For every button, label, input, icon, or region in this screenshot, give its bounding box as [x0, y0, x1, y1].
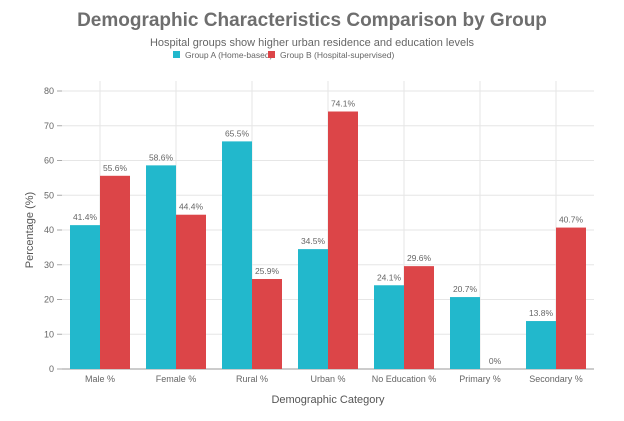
data-label: 65.5%: [225, 128, 250, 138]
chart-subtitle: Hospital groups show higher urban reside…: [150, 37, 475, 49]
bar-group-a: [298, 249, 328, 369]
x-tick-label: Female %: [156, 374, 197, 384]
bar-group-a: [526, 321, 556, 369]
y-tick-label: 80: [44, 86, 54, 96]
bar-group-a: [70, 225, 100, 369]
legend-swatch-group-a: [173, 51, 180, 58]
data-label: 24.1%: [377, 272, 402, 282]
y-tick-label: 30: [44, 260, 54, 270]
data-label: 58.6%: [149, 152, 174, 162]
x-tick-label: No Education %: [372, 374, 437, 384]
x-tick-label: Primary %: [459, 374, 501, 384]
y-tick-label: 60: [44, 156, 54, 166]
data-label: 20.7%: [453, 284, 478, 294]
data-label: 25.9%: [255, 266, 280, 276]
y-tick-label: 0: [49, 364, 54, 374]
x-tick-label: Secondary %: [529, 374, 583, 384]
y-tick-label: 50: [44, 190, 54, 200]
bar-group-a: [222, 141, 252, 369]
y-axis-title: Percentage (%): [24, 192, 36, 268]
legend-label-group-a: Group A (Home-based): [185, 50, 273, 60]
bar-group-b: [556, 227, 586, 369]
x-tick-label: Urban %: [310, 374, 345, 384]
chart-title: Demographic Characteristics Comparison b…: [77, 10, 547, 31]
bar-group-a: [450, 297, 480, 369]
bar-group-b: [252, 278, 282, 369]
bar-group-b: [176, 214, 206, 369]
x-axis-title: Demographic Category: [271, 394, 385, 406]
y-tick-label: 20: [44, 295, 54, 305]
legend-label-group-b: Group B (Hospital-supervised): [280, 50, 394, 60]
x-tick-label: Rural %: [236, 374, 268, 384]
data-label: 0%: [489, 356, 502, 366]
legend: Group A (Home-based) Group B (Hospital-s…: [173, 50, 394, 60]
data-label: 13.8%: [529, 308, 554, 318]
y-tick-label: 40: [44, 225, 54, 235]
x-tick-label: Male %: [85, 374, 115, 384]
legend-swatch-group-b: [268, 51, 275, 58]
bar-group-b: [328, 111, 358, 369]
data-label: 29.6%: [407, 253, 432, 263]
bar-group-b: [404, 266, 434, 369]
bar-group-b: [100, 175, 130, 369]
data-label: 55.6%: [103, 163, 128, 173]
y-tick-label: 10: [44, 329, 54, 339]
bar-group-a: [146, 165, 176, 369]
data-label: 41.4%: [73, 212, 98, 222]
y-tick-label: 70: [44, 121, 54, 131]
data-label: 74.1%: [331, 99, 356, 109]
data-label: 40.7%: [559, 215, 584, 225]
data-label: 44.4%: [179, 202, 204, 212]
data-label: 34.5%: [301, 236, 326, 246]
bar-group-a: [374, 285, 404, 369]
